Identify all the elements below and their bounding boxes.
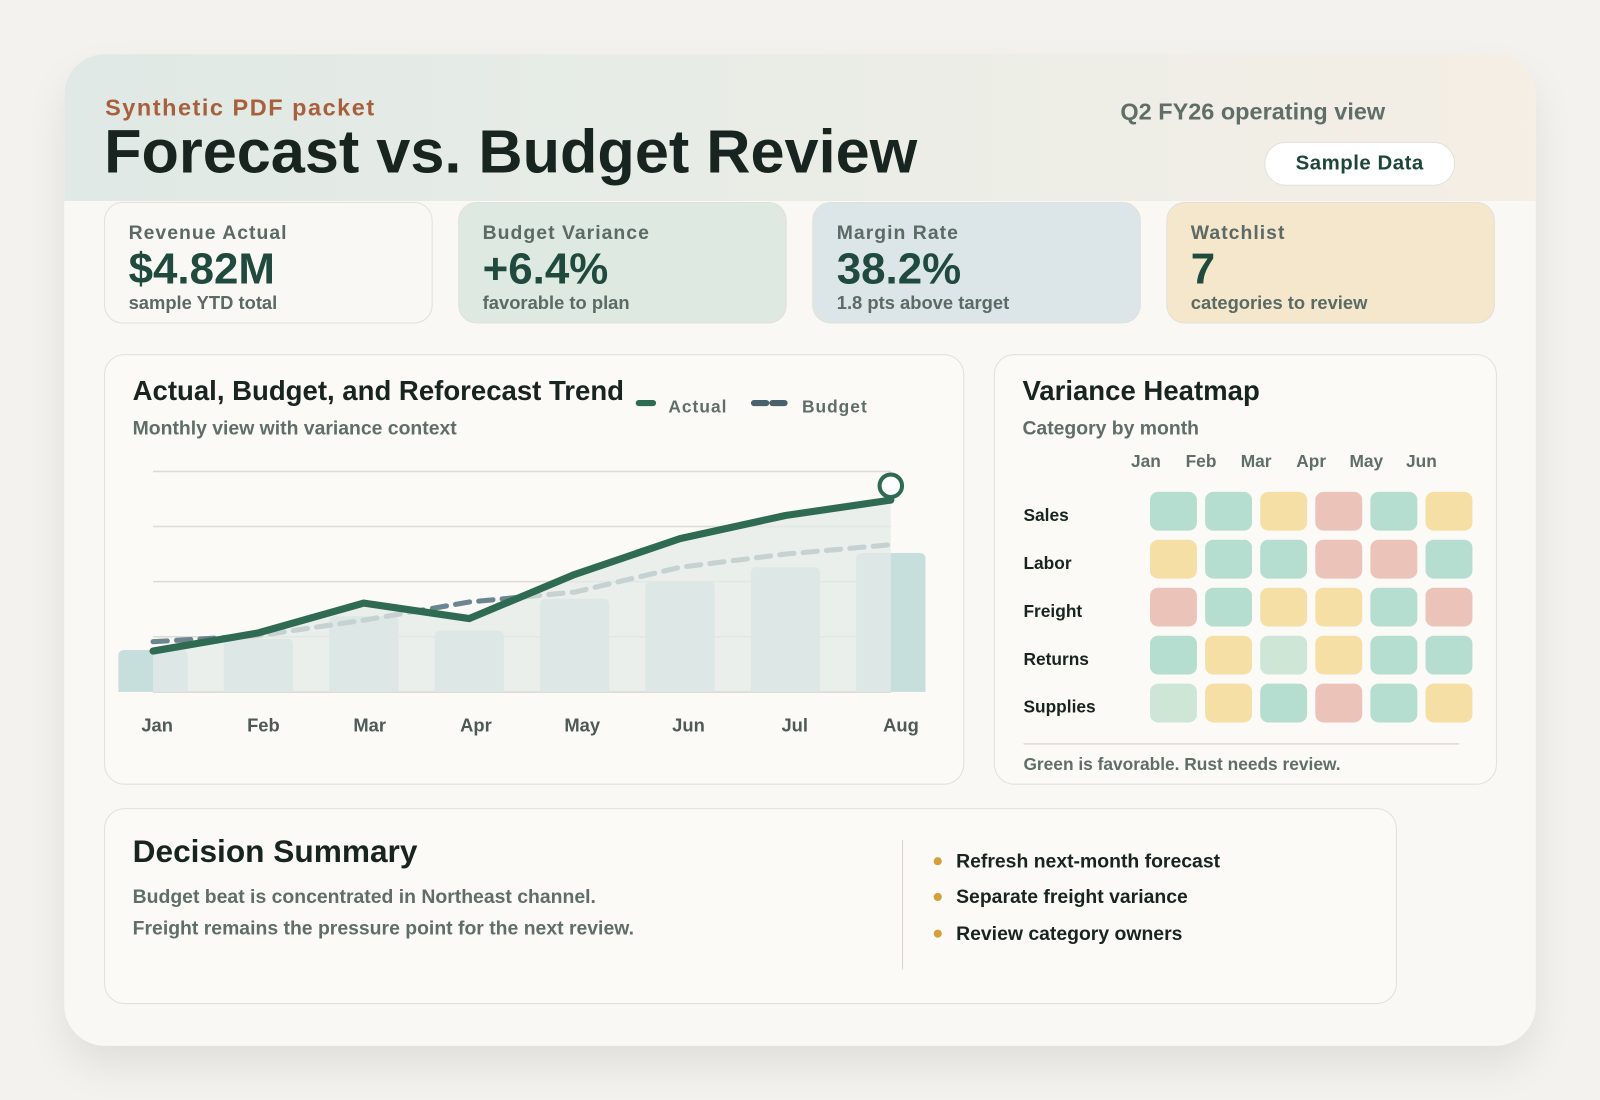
kpi-note: 1.8 pts above target — [836, 292, 1010, 314]
heat-cell — [1425, 491, 1473, 531]
row-label: Freight — [1023, 601, 1082, 621]
row-label: Labor — [1023, 553, 1071, 573]
bullet — [933, 892, 942, 902]
end-marker — [877, 472, 905, 500]
heat-cell — [1370, 635, 1418, 675]
x-tick-label: Jul — [781, 714, 808, 735]
kpi-label: Margin Rate — [836, 222, 959, 244]
summary-line: Budget beat is concentrated in Northeast… — [132, 886, 596, 909]
heat-cell — [1315, 683, 1363, 723]
action-item: Refresh next-month forecast — [956, 851, 1221, 873]
column-label: Jun — [1406, 451, 1437, 471]
heat-cell — [1315, 587, 1363, 627]
heat-cell — [1315, 635, 1363, 675]
legend-label: Budget — [802, 397, 868, 417]
heat-cell — [1370, 539, 1418, 579]
heat-cell — [1370, 683, 1418, 723]
bullet — [933, 857, 942, 866]
kpi-note: categories to review — [1190, 292, 1368, 314]
kpi-note: sample YTD total — [128, 292, 278, 314]
heat-cell — [1425, 587, 1473, 627]
heat-cell — [1315, 491, 1363, 531]
heat-cell — [1149, 539, 1197, 579]
column-label: Mar — [1241, 451, 1272, 471]
divider — [902, 839, 904, 970]
chart-subtitle: Monthly view with variance context — [133, 418, 458, 440]
page-title: Forecast vs. Budget Review — [104, 117, 918, 186]
column-label: Feb — [1186, 451, 1217, 471]
eyebrow: Synthetic PDF packet — [105, 93, 376, 121]
x-tick-label: Jun — [672, 714, 705, 735]
kpi-label: Budget Variance — [482, 222, 650, 244]
footnote: Green is favorable. Rust needs review. — [1023, 754, 1340, 774]
legend-label: Actual — [668, 397, 727, 417]
row-label: Supplies — [1023, 697, 1095, 717]
kpi-card: Revenue Actual $4.82M sample YTD total — [104, 202, 433, 324]
x-tick-label: Jan — [141, 714, 173, 735]
kpi-card: Watchlist 7 categories to review — [1166, 202, 1495, 324]
heat-cell — [1205, 587, 1253, 627]
kpi-label: Revenue Actual — [128, 222, 288, 244]
row-label: Returns — [1023, 649, 1088, 669]
heat-cell — [1149, 587, 1197, 627]
action-item: Separate freight variance — [956, 886, 1188, 909]
x-tick-label: May — [564, 714, 601, 735]
x-tick-label: Apr — [460, 714, 492, 735]
heat-cell — [1315, 539, 1363, 579]
period: Q2 FY26 operating view — [1120, 97, 1386, 125]
summary-line: Freight remains the pressure point for t… — [132, 918, 634, 940]
x-tick-label: Aug — [883, 714, 919, 735]
kpi-value: 38.2% — [836, 244, 962, 294]
action-item: Review category owners — [956, 923, 1183, 945]
x-tick-label: Mar — [353, 714, 386, 735]
heat-cell — [1149, 491, 1197, 531]
heat-cell — [1425, 635, 1473, 675]
kpi-card: Budget Variance +6.4% favorable to plan — [458, 202, 787, 324]
summary-title: Decision Summary — [132, 833, 418, 870]
heat-cell — [1260, 587, 1308, 627]
badge[interactable]: Sample Data — [1264, 141, 1456, 186]
column-label: Jan — [1131, 451, 1161, 471]
kpi-label: Watchlist — [1190, 222, 1286, 244]
series-line — [149, 496, 895, 655]
bullet — [933, 929, 942, 938]
chart-title: Variance Heatmap — [1022, 375, 1259, 406]
heat-cell — [1260, 539, 1308, 579]
heat-cell — [1205, 491, 1253, 531]
heat-cell — [1205, 683, 1253, 723]
heat-cell — [1260, 683, 1308, 723]
heat-cell — [1205, 539, 1253, 579]
heat-cell — [1370, 587, 1418, 627]
heat-cell — [1260, 491, 1308, 531]
line-area — [153, 500, 891, 692]
kpi-value: $4.82M — [128, 244, 275, 294]
kpi-value: 7 — [1190, 244, 1216, 294]
heat-cell — [1370, 491, 1418, 531]
heat-cell — [1149, 683, 1197, 723]
chart-title: Actual, Budget, and Reforecast Trend — [133, 375, 624, 406]
heat-cell — [1425, 683, 1473, 723]
kpi-card: Margin Rate 38.2% 1.8 pts above target — [812, 202, 1141, 324]
column-label: May — [1349, 451, 1383, 471]
kpi-value: +6.4% — [482, 244, 609, 294]
summary-panel — [104, 808, 1397, 1005]
chart-subtitle: Category by month — [1022, 418, 1199, 440]
kpi-note: favorable to plan — [482, 292, 630, 314]
x-tick-label: Feb — [247, 714, 280, 735]
row-label: Sales — [1023, 505, 1068, 525]
heat-cell — [1149, 635, 1197, 675]
heat-cell — [1425, 539, 1473, 579]
heat-cell — [1205, 635, 1253, 675]
heat-cell — [1260, 635, 1308, 675]
column-label: Apr — [1296, 451, 1326, 471]
